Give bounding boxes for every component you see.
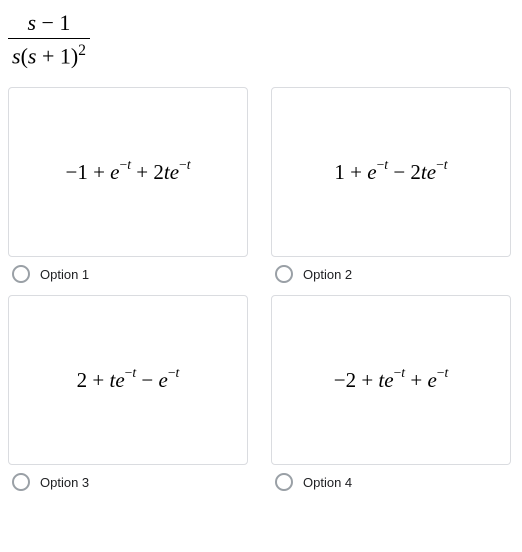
option-2-label-row[interactable]: Option 2 (271, 265, 511, 283)
radio-icon[interactable] (12, 265, 30, 283)
option-2-math: 1 + e−t − 2te−t (334, 159, 447, 185)
option-1-math: −1 + e−t + 2te−t (65, 159, 190, 185)
option-2-label: Option 2 (303, 267, 352, 282)
radio-icon[interactable] (275, 473, 293, 491)
option-3-box[interactable]: 2 + te−t − e−t (8, 295, 248, 465)
radio-icon[interactable] (275, 265, 293, 283)
option-3[interactable]: 2 + te−t − e−t Option 3 (8, 295, 248, 491)
question-prompt: s − 1 s(s + 1)2 (0, 0, 522, 87)
option-2-box[interactable]: 1 + e−t − 2te−t (271, 87, 511, 257)
option-4-math: −2 + te−t + e−t (334, 367, 449, 393)
option-3-math: 2 + te−t − e−t (77, 367, 180, 393)
option-4[interactable]: −2 + te−t + e−t Option 4 (271, 295, 511, 491)
fraction-numerator: s − 1 (8, 10, 90, 38)
option-2[interactable]: 1 + e−t − 2te−t Option 2 (271, 87, 511, 283)
option-4-label: Option 4 (303, 475, 352, 490)
radio-icon[interactable] (12, 473, 30, 491)
option-1-label-row[interactable]: Option 1 (8, 265, 248, 283)
option-4-label-row[interactable]: Option 4 (271, 473, 511, 491)
option-1-label: Option 1 (40, 267, 89, 282)
option-3-label: Option 3 (40, 475, 89, 490)
option-3-label-row[interactable]: Option 3 (8, 473, 248, 491)
question-fraction: s − 1 s(s + 1)2 (8, 10, 90, 69)
option-1[interactable]: −1 + e−t + 2te−t Option 1 (8, 87, 248, 283)
fraction-denominator: s(s + 1)2 (8, 38, 90, 69)
option-4-box[interactable]: −2 + te−t + e−t (271, 295, 511, 465)
options-grid: −1 + e−t + 2te−t Option 1 1 + e−t − 2te−… (0, 87, 522, 491)
option-1-box[interactable]: −1 + e−t + 2te−t (8, 87, 248, 257)
